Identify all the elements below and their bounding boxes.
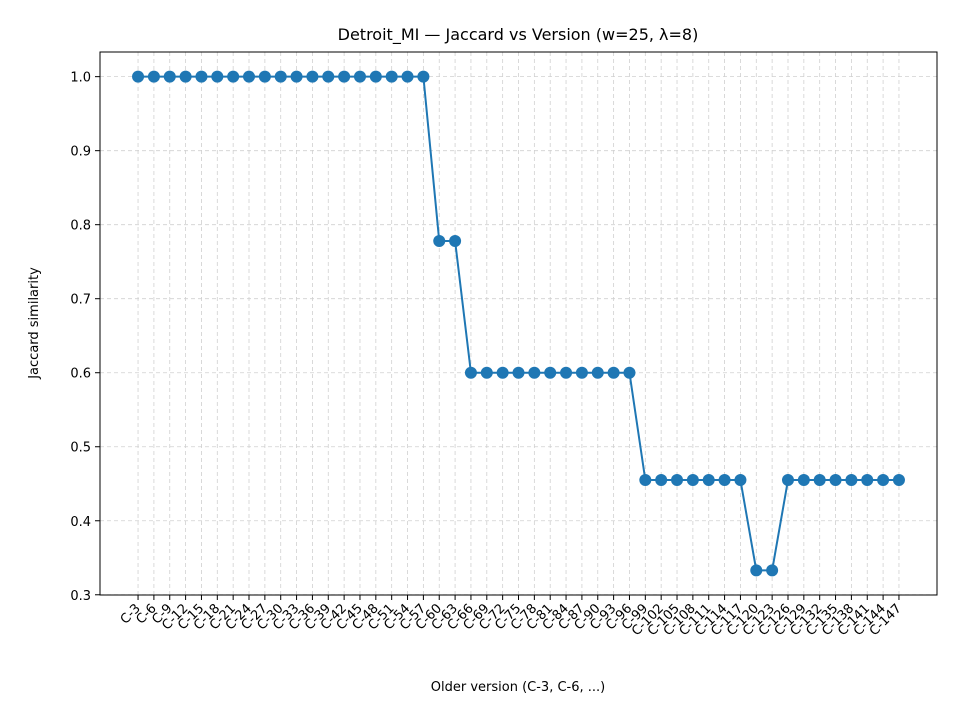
marker [179, 70, 192, 83]
marker [702, 474, 715, 487]
marker [750, 564, 763, 577]
marker [306, 70, 319, 83]
marker [591, 366, 604, 379]
marker [797, 474, 810, 487]
y-tick-label: 0.5 [70, 441, 91, 456]
marker [163, 70, 176, 83]
chart-title: Detroit_MI — Jaccard vs Version (w=25, λ… [338, 25, 699, 45]
marker [369, 70, 382, 83]
marker [243, 70, 256, 83]
marker [449, 234, 462, 247]
marker [623, 366, 636, 379]
marker [211, 70, 224, 83]
marker [401, 70, 414, 83]
marker [512, 366, 525, 379]
marker [274, 70, 287, 83]
marker [258, 70, 271, 83]
marker [671, 474, 684, 487]
plot-frame [99, 51, 938, 596]
marker [433, 234, 446, 247]
marker [464, 366, 477, 379]
marker [480, 366, 493, 379]
y-tick-label: 1.0 [70, 71, 91, 86]
marker [655, 474, 668, 487]
marker [829, 474, 842, 487]
marker [496, 366, 509, 379]
y-axis-label: Jaccard similarity [27, 267, 42, 380]
marker [195, 70, 208, 83]
marker [528, 366, 541, 379]
marker [861, 474, 874, 487]
marker [734, 474, 747, 487]
marker [877, 474, 890, 487]
marker [718, 474, 731, 487]
y-tick-label: 0.8 [70, 219, 91, 234]
marker [845, 474, 858, 487]
marker [147, 70, 160, 83]
y-tick-label: 0.6 [70, 367, 91, 382]
marker [417, 70, 430, 83]
marker [290, 70, 303, 83]
marker [385, 70, 398, 83]
marker [781, 474, 794, 487]
y-tick-label: 0.3 [70, 589, 91, 604]
marker [132, 70, 145, 83]
marker [766, 564, 779, 577]
marker [607, 366, 620, 379]
y-tick-label: 0.9 [70, 145, 91, 160]
marker [322, 70, 335, 83]
marker [892, 474, 905, 487]
marker [353, 70, 366, 83]
marker [227, 70, 240, 83]
y-tick-label: 0.7 [70, 293, 91, 308]
marker [338, 70, 351, 83]
y-tick-label: 0.4 [70, 515, 91, 530]
marker [686, 474, 699, 487]
marker [575, 366, 588, 379]
marker [813, 474, 826, 487]
marker [544, 366, 557, 379]
marker [560, 366, 573, 379]
marker [639, 474, 652, 487]
x-axis-label: Older version (C-3, C-6, ...) [431, 680, 605, 695]
